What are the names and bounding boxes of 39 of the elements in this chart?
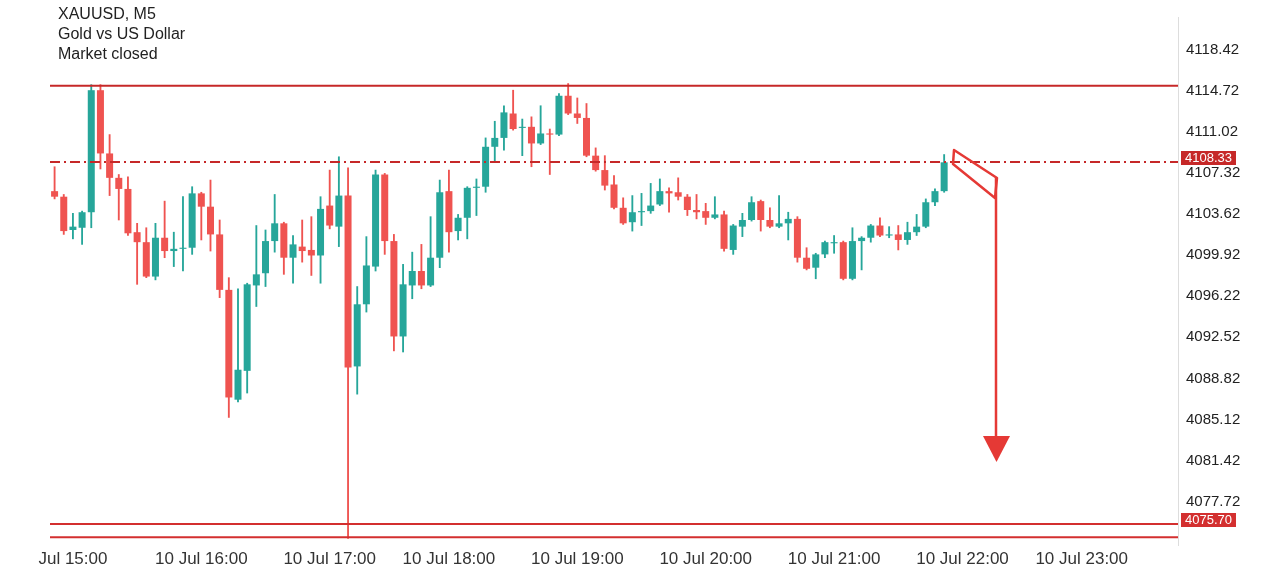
candlestick: [252, 225, 260, 307]
text: Gold vs US Dollar: [58, 24, 186, 44]
y-tick-label: 4088.82: [1186, 368, 1241, 386]
candlestick: [573, 97, 581, 124]
y-tick-label: 4099.92: [1186, 245, 1241, 263]
candlestick: [858, 236, 866, 271]
candlestick: [775, 195, 783, 229]
y-tick-label: 4103.62: [1186, 204, 1241, 222]
x-tick-label: 10 Jul 23:00: [1035, 548, 1129, 568]
candlestick: [298, 219, 306, 263]
y-tick-label: 4077.72: [1186, 491, 1241, 509]
x-tick-label: 10 Jul 21:00: [787, 548, 881, 568]
ref-line-label: 4075.70: [1185, 511, 1232, 527]
x-tick-label: Jul 15:00: [38, 548, 108, 568]
candlestick: [69, 213, 77, 240]
candlestick: [711, 196, 719, 220]
y-tick-label: 4114.72: [1186, 81, 1240, 99]
ref-line-label: 4108.33: [1185, 149, 1232, 165]
y-tick-label: 4085.12: [1186, 409, 1241, 427]
y-tick-label: 4081.42: [1186, 450, 1241, 468]
y-tick-label: 4111.02: [1186, 122, 1238, 140]
y-tick-label: 4107.32: [1186, 163, 1241, 181]
candlestick: [885, 226, 893, 239]
candlestick: [307, 216, 315, 276]
x-tick-label: 10 Jul 17:00: [283, 548, 377, 568]
candlestick: [546, 128, 554, 175]
x-tick-label: 10 Jul 20:00: [659, 548, 753, 568]
annotation: Market closed: [58, 44, 159, 64]
y-tick-label: 4118.42: [1186, 40, 1240, 58]
candlestick: [647, 183, 655, 214]
x-tick-label: 10 Jul 22:00: [916, 548, 1009, 568]
x-tick-label: 10 Jul 16:00: [155, 548, 248, 568]
x-tick-label: 10 Jul 19:00: [531, 548, 624, 568]
y-tick-label: 4092.52: [1186, 327, 1241, 345]
candlestick: [133, 222, 141, 285]
y-tick-label: 4096.22: [1186, 286, 1241, 304]
x-tick-label: 10 Jul 18:00: [402, 548, 496, 568]
candlestick: [784, 211, 792, 241]
chart-title: XAUUSD, M5: [58, 4, 157, 24]
